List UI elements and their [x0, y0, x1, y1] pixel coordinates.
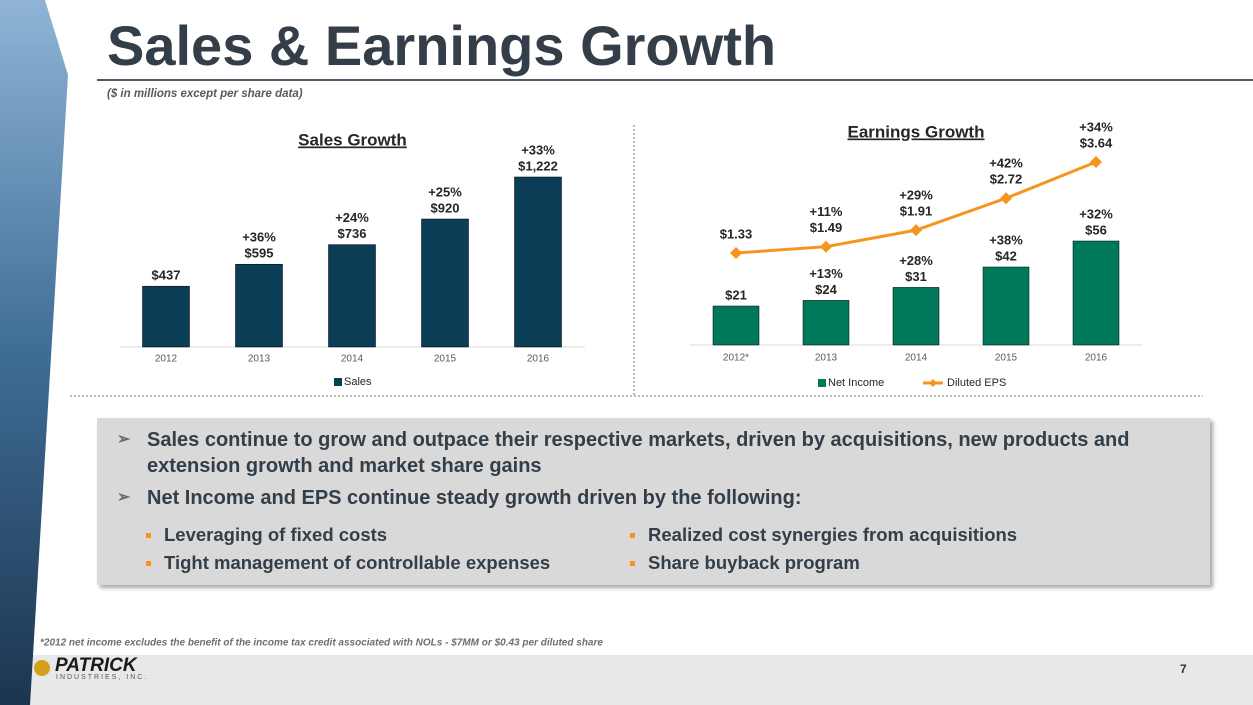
- x-tick-label: 2012: [155, 354, 178, 365]
- point: [820, 240, 832, 253]
- x-tick-label: 2012*: [723, 353, 749, 364]
- growth-label: +13%: [809, 266, 843, 281]
- x-tick-label: 2016: [1085, 353, 1108, 364]
- x-tick-label: 2013: [815, 353, 838, 364]
- legend-marker: [929, 379, 937, 387]
- growth-label: +38%: [989, 232, 1023, 247]
- bar: [235, 263, 283, 348]
- legend-label: Diluted EPS: [947, 377, 1006, 389]
- x-tick-label: 2014: [341, 354, 364, 365]
- value-label: $42: [995, 248, 1017, 263]
- growth-label: +25%: [428, 184, 462, 199]
- value-label: $920: [431, 200, 460, 215]
- growth-label: +36%: [242, 230, 276, 245]
- value-label: $56: [1085, 222, 1107, 237]
- bar: [892, 287, 940, 346]
- point: [910, 224, 922, 237]
- value-label: $24: [815, 282, 837, 297]
- bar: [421, 218, 469, 348]
- value-label: $1.33: [720, 226, 753, 241]
- growth-label: +29%: [899, 188, 933, 203]
- bar: [982, 266, 1030, 346]
- growth-label: +24%: [335, 210, 369, 225]
- x-tick-label: 2016: [527, 354, 550, 365]
- x-tick-label: 2014: [905, 353, 928, 364]
- chart-title: Earnings Growth: [848, 122, 985, 141]
- growth-label: +34%: [1079, 119, 1113, 134]
- bullet: Net Income and EPS continue steady growt…: [117, 485, 1187, 511]
- footer-band: [0, 655, 1253, 705]
- page-number: 7: [1180, 662, 1187, 676]
- page-title: Sales & Earnings Growth: [107, 14, 776, 77]
- growth-label: +11%: [810, 204, 843, 219]
- sub-bullet: Share buyback program: [630, 552, 860, 573]
- growth-label: +28%: [899, 253, 933, 268]
- subtitle: ($ in millions except per share data): [107, 88, 303, 100]
- sub-bullet: Tight management of controllable expense…: [145, 552, 551, 573]
- bar: [1072, 240, 1120, 346]
- x-tick-label: 2013: [248, 354, 271, 365]
- sub-bullet: Realized cost synergies from acquisition…: [629, 524, 1018, 545]
- bar: [142, 285, 190, 348]
- value-label: $437: [152, 268, 181, 283]
- bullet: Sales continue to grow and outpace their…: [117, 427, 1187, 479]
- value-label: $31: [905, 269, 927, 284]
- point: [1090, 156, 1102, 168]
- legend-marker: [334, 378, 342, 386]
- bar: [328, 244, 376, 348]
- bar: [802, 300, 850, 346]
- x-tick-label: 2015: [434, 354, 457, 365]
- side-band: [0, 0, 68, 705]
- value-label: $736: [338, 226, 367, 241]
- logo-icon: [34, 660, 50, 676]
- value-label: $21: [725, 287, 747, 302]
- growth-label: +32%: [1079, 206, 1113, 221]
- value-label: $3.64: [1080, 135, 1113, 150]
- legend-marker: [818, 379, 826, 387]
- bullet-box: Sales continue to grow and outpace their…: [97, 418, 1210, 585]
- value-label: $1,222: [518, 158, 558, 173]
- legend-label: Net Income: [828, 377, 884, 389]
- logo: PATRICK: [55, 655, 138, 676]
- value-label: $595: [245, 246, 274, 261]
- bar: [514, 176, 562, 348]
- legend-label: Sales: [344, 376, 372, 388]
- growth-label: +42%: [989, 156, 1023, 171]
- x-tick-label: 2015: [995, 353, 1018, 364]
- point: [730, 247, 742, 259]
- sub-bullet: Leveraging of fixed costs: [145, 524, 388, 545]
- logo-sub: INDUSTRIES, INC.: [56, 674, 148, 681]
- value-label: $1.49: [810, 220, 843, 235]
- point: [1000, 192, 1012, 205]
- value-label: $1.91: [900, 204, 933, 219]
- chart-title: Sales Growth: [298, 130, 407, 149]
- value-label: $2.72: [990, 172, 1023, 187]
- footnote: *2012 net income excludes the benefit of…: [40, 638, 603, 649]
- bar: [712, 305, 760, 346]
- growth-label: +33%: [521, 142, 555, 157]
